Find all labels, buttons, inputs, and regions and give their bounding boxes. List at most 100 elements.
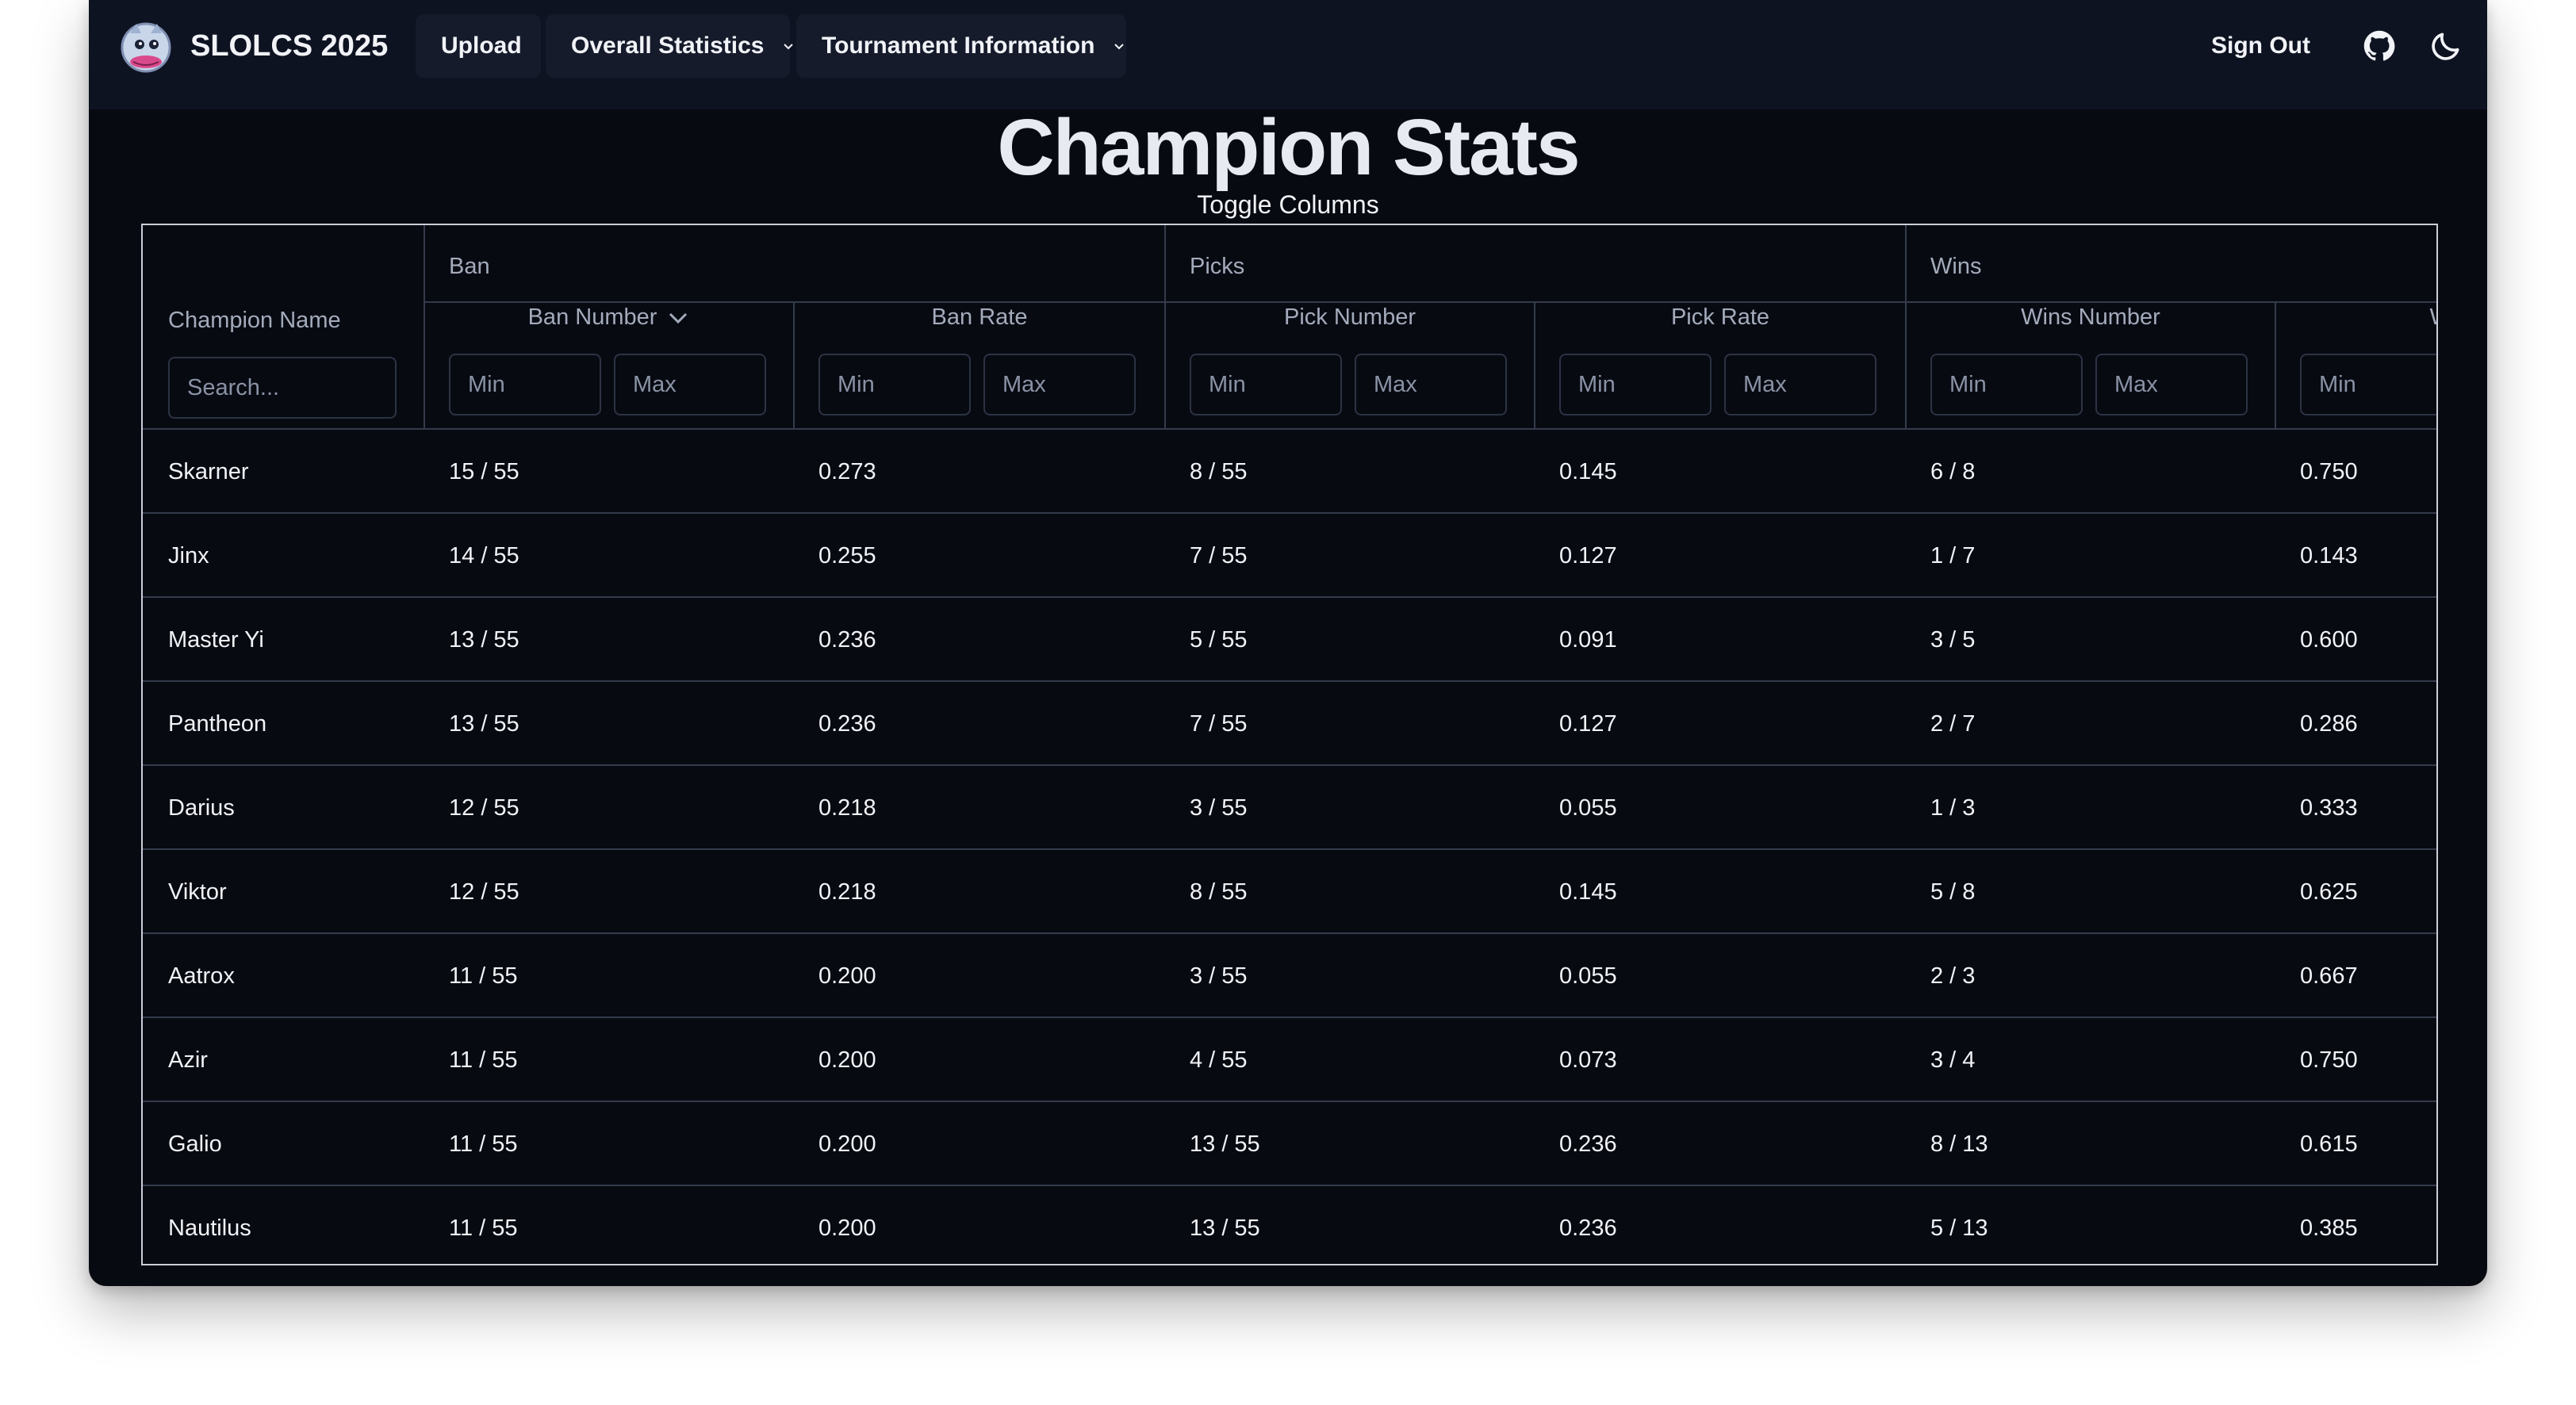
table-row[interactable]: Master Yi 13 / 55 0.236 5 / 55 0.091 3 / 5 0.6… xyxy=(143,598,2436,682)
row-divider xyxy=(143,848,2436,850)
cell-ban-rate: 0.273 xyxy=(818,459,876,484)
champion-stats-table: Ban Picks Wins Champion Name Ban Number … xyxy=(141,224,2438,1265)
table-row[interactable]: Viktor 12 / 55 0.218 8 / 55 0.145 5 / 8 0.625 xyxy=(143,850,2436,934)
champion-search-input[interactable]: Search... xyxy=(168,357,397,419)
column-header-ban-rate[interactable]: Ban Rate xyxy=(931,304,1028,330)
ban-rate-max-input[interactable]: Max xyxy=(983,354,1136,415)
wins-number-max-input[interactable]: Max xyxy=(2095,354,2248,415)
github-icon[interactable] xyxy=(2362,29,2397,63)
cell-wins-number: 3 / 4 xyxy=(1930,1047,1976,1073)
row-divider xyxy=(143,1016,2436,1018)
table-row[interactable]: Azir 11 / 55 0.200 4 / 55 0.073 3 / 4 0.750 xyxy=(143,1018,2436,1102)
cell-wins-number: 2 / 3 xyxy=(1930,963,1976,989)
row-divider xyxy=(143,596,2436,598)
cell-ban-number: 13 / 55 xyxy=(449,711,519,737)
cell-win-rate: 0.385 xyxy=(2300,1215,2358,1241)
cell-pick-rate: 0.127 xyxy=(1559,711,1617,737)
cell-champion-name: Nautilus xyxy=(168,1215,251,1241)
tournament-information-label: Tournament Information xyxy=(822,33,1095,59)
overall-statistics-label: Overall Statistics xyxy=(571,33,765,59)
cell-pick-rate: 0.145 xyxy=(1559,459,1617,484)
row-divider xyxy=(143,512,2436,514)
logo-icon[interactable] xyxy=(116,16,176,76)
upload-label: Upload xyxy=(441,33,522,59)
pick-rate-min-input[interactable]: Min xyxy=(1559,354,1712,415)
toggle-columns-button[interactable]: Toggle Columns xyxy=(1197,190,1379,219)
cell-win-rate: 0.333 xyxy=(2300,795,2358,821)
app-window: SLOLCS 2025 Upload Overall Statistics To… xyxy=(89,0,2487,1286)
column-header-win-rate[interactable]: Win R xyxy=(2276,301,2436,333)
column-header-wins-number[interactable]: Wins Number xyxy=(2021,304,2160,330)
tournament-information-menu[interactable]: Tournament Information xyxy=(796,14,1126,78)
overall-statistics-menu[interactable]: Overall Statistics xyxy=(546,14,793,78)
column-header-ban-number[interactable]: Ban Number xyxy=(425,301,793,333)
cell-champion-name: Master Yi xyxy=(168,627,264,653)
cell-wins-number: 6 / 8 xyxy=(1930,459,1976,484)
cell-ban-rate: 0.200 xyxy=(818,1047,876,1073)
cell-ban-rate: 0.200 xyxy=(818,1215,876,1241)
moon-icon[interactable] xyxy=(2428,29,2463,63)
row-divider xyxy=(143,932,2436,934)
cell-ban-rate: 0.236 xyxy=(818,711,876,737)
column-divider xyxy=(1905,225,1907,430)
column-divider xyxy=(2275,301,2276,430)
cell-pick-number: 7 / 55 xyxy=(1190,543,1248,569)
ban-rate-min-input[interactable]: Min xyxy=(818,354,971,415)
wins-number-min-input[interactable]: Min xyxy=(1930,354,2083,415)
cell-champion-name: Darius xyxy=(168,795,235,821)
column-divider xyxy=(1164,225,1166,430)
cell-ban-rate: 0.200 xyxy=(818,1131,876,1157)
group-header-wins: Wins xyxy=(1930,254,1982,279)
row-divider xyxy=(143,764,2436,766)
brand-name[interactable]: SLOLCS 2025 xyxy=(190,29,389,63)
sign-out-button[interactable]: Sign Out xyxy=(2211,33,2310,59)
upload-button[interactable]: Upload xyxy=(416,14,541,78)
table-row[interactable]: Galio 11 / 55 0.200 13 / 55 0.236 8 / 13 0.615 xyxy=(143,1102,2436,1186)
ban-number-max-input[interactable]: Max xyxy=(614,354,766,415)
chevron-down-icon xyxy=(1114,44,1124,50)
cell-pick-rate: 0.091 xyxy=(1559,627,1617,653)
cell-win-rate: 0.600 xyxy=(2300,627,2358,653)
cell-ban-rate: 0.255 xyxy=(818,543,876,569)
win-rate-min-input[interactable]: Min xyxy=(2300,354,2436,415)
table-row[interactable]: Darius 12 / 55 0.218 3 / 55 0.055 1 / 3 0.333 xyxy=(143,766,2436,850)
column-header-pick-rate[interactable]: Pick Rate xyxy=(1670,304,1770,330)
cell-pick-number: 5 / 55 xyxy=(1190,627,1248,653)
table-row[interactable]: Pantheon 13 / 55 0.236 7 / 55 0.127 2 / 7 0.28… xyxy=(143,682,2436,766)
cell-ban-number: 11 / 55 xyxy=(449,1215,518,1241)
column-header-champion-name[interactable]: Champion Name xyxy=(168,308,341,333)
cell-wins-number: 1 / 3 xyxy=(1930,795,1976,821)
group-header-ban: Ban xyxy=(449,254,490,279)
cell-pick-rate: 0.073 xyxy=(1559,1047,1617,1073)
column-header-pick-number[interactable]: Pick Number xyxy=(1284,304,1416,330)
cell-win-rate: 0.615 xyxy=(2300,1131,2358,1157)
ban-number-label: Ban Number xyxy=(527,304,657,330)
cell-champion-name: Jinx xyxy=(168,543,209,569)
cell-pick-number: 4 / 55 xyxy=(1190,1047,1248,1073)
ban-number-min-input[interactable]: Min xyxy=(449,354,601,415)
cell-pick-number: 8 / 55 xyxy=(1190,879,1248,905)
column-divider xyxy=(793,301,795,430)
cell-pick-rate: 0.236 xyxy=(1559,1131,1617,1157)
table-row[interactable]: Jinx 14 / 55 0.255 7 / 55 0.127 1 / 7 0.143 xyxy=(143,514,2436,598)
table-row[interactable]: Aatrox 11 / 55 0.200 3 / 55 0.055 2 / 3 0.667 xyxy=(143,934,2436,1018)
pick-rate-max-input[interactable]: Max xyxy=(1724,354,1876,415)
cell-pick-number: 7 / 55 xyxy=(1190,711,1248,737)
cell-ban-number: 12 / 55 xyxy=(449,795,519,821)
cell-ban-rate: 0.218 xyxy=(818,795,876,821)
cell-champion-name: Viktor xyxy=(168,879,227,905)
row-divider xyxy=(143,1185,2436,1186)
sort-descending-icon xyxy=(669,313,688,324)
chevron-down-icon xyxy=(784,44,793,50)
cell-wins-number: 5 / 13 xyxy=(1930,1215,1988,1241)
cell-ban-number: 15 / 55 xyxy=(449,459,519,484)
cell-wins-number: 8 / 13 xyxy=(1930,1131,1988,1157)
table-row[interactable]: Nautilus 11 / 55 0.200 13 / 55 0.236 5 / 13 0.… xyxy=(143,1186,2436,1264)
cell-champion-name: Pantheon xyxy=(168,711,267,737)
pick-number-min-input[interactable]: Min xyxy=(1190,354,1342,415)
cell-wins-number: 2 / 7 xyxy=(1930,711,1976,737)
pick-number-max-input[interactable]: Max xyxy=(1355,354,1507,415)
cell-wins-number: 3 / 5 xyxy=(1930,627,1976,653)
table-row[interactable]: Skarner 15 / 55 0.273 8 / 55 0.145 6 / 8 0.750 xyxy=(143,430,2436,514)
cell-pick-number: 13 / 55 xyxy=(1190,1131,1260,1157)
